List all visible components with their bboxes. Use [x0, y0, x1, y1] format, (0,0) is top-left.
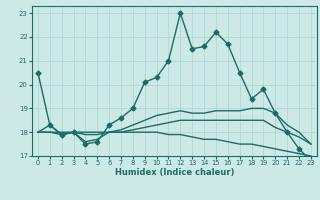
X-axis label: Humidex (Indice chaleur): Humidex (Indice chaleur) [115, 168, 234, 177]
